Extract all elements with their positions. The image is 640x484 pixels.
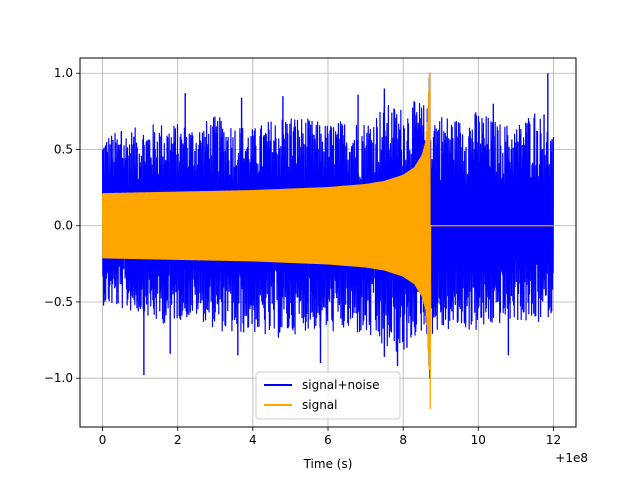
legend-label-signal: signal	[302, 398, 338, 412]
x-tick-label: 12	[546, 433, 561, 447]
legend-label-signal-noise: signal+noise	[302, 378, 379, 392]
y-tick-label: −0.5	[44, 295, 73, 309]
x-tick-label: 6	[324, 433, 332, 447]
y-tick-label: 0.5	[54, 142, 73, 156]
legend-box	[255, 371, 401, 420]
x-tick-label: 0	[99, 433, 107, 447]
y-tick-label: 0.0	[54, 219, 73, 233]
series-signal-line	[101, 72, 554, 410]
x-axis-label: Time (s)	[303, 457, 353, 471]
series-layer	[101, 72, 555, 410]
x-tick-label: 8	[399, 433, 407, 447]
x-tick-label: 4	[249, 433, 257, 447]
ticks: 0 2 4 6 8 10 12 −1.0 −0.5 0.0 0.5 1.0	[44, 66, 561, 447]
x-offset-label: +1e8	[555, 451, 588, 465]
legend: signal+noise signal	[255, 371, 401, 420]
y-tick-label: −1.0	[44, 371, 73, 385]
y-tick-label: 1.0	[54, 66, 73, 80]
x-tick-label: 10	[471, 433, 486, 447]
x-tick-label: 2	[174, 433, 182, 447]
